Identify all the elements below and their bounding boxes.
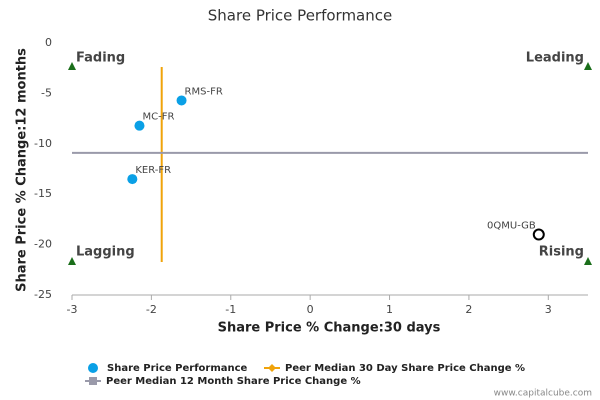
quadrant-label: Fading [76, 51, 125, 66]
x-tick-label: 3 [545, 303, 552, 316]
legend-marker [268, 364, 276, 372]
quadrant-label: Rising [539, 245, 584, 260]
point-label: RMS-FR [185, 86, 223, 97]
x-axis-label: Share Price % Change:30 days [218, 321, 441, 336]
quadrant-marker [68, 257, 76, 265]
point [532, 228, 545, 241]
x-tick-label: 1 [386, 303, 393, 316]
point-label: 0QMU-GB [487, 221, 536, 232]
legend-marker [88, 363, 98, 373]
quadrant-label: Lagging [76, 245, 135, 260]
x-tick-label: 0 [307, 303, 314, 316]
legend-label: Peer Median 12 Month Share Price Change … [106, 376, 361, 387]
point-label: KER-FR [135, 165, 171, 176]
footer: www.capitalcube.com [494, 389, 592, 399]
quadrant-marker [584, 257, 592, 265]
y-tick-label: -25 [34, 288, 52, 301]
x-tick-label: -3 [67, 303, 78, 316]
point-label: MC-FR [142, 112, 174, 123]
x-tick-label: 2 [465, 303, 472, 316]
quadrant-marker [68, 62, 76, 70]
y-tick-label: -10 [34, 137, 52, 150]
legend-label: Share Price Performance [107, 363, 248, 374]
chart-title: Share Price Performance [208, 7, 392, 25]
y-tick-label: 0 [45, 36, 52, 49]
y-tick-label: -5 [41, 86, 52, 99]
legend-label: Peer Median 30 Day Share Price Change % [285, 363, 525, 374]
y-axis-label: Share Price % Change:12 months [15, 48, 30, 292]
point [176, 95, 187, 106]
y-tick-label: -20 [34, 238, 52, 251]
legend-marker [89, 377, 97, 385]
quadrant-marker [584, 62, 592, 70]
x-tick-label: -1 [225, 303, 236, 316]
quadrant-label: Leading [526, 51, 584, 66]
point [127, 174, 138, 185]
point [134, 120, 145, 131]
x-tick-label: -2 [146, 303, 157, 316]
y-tick-label: -15 [34, 187, 52, 200]
